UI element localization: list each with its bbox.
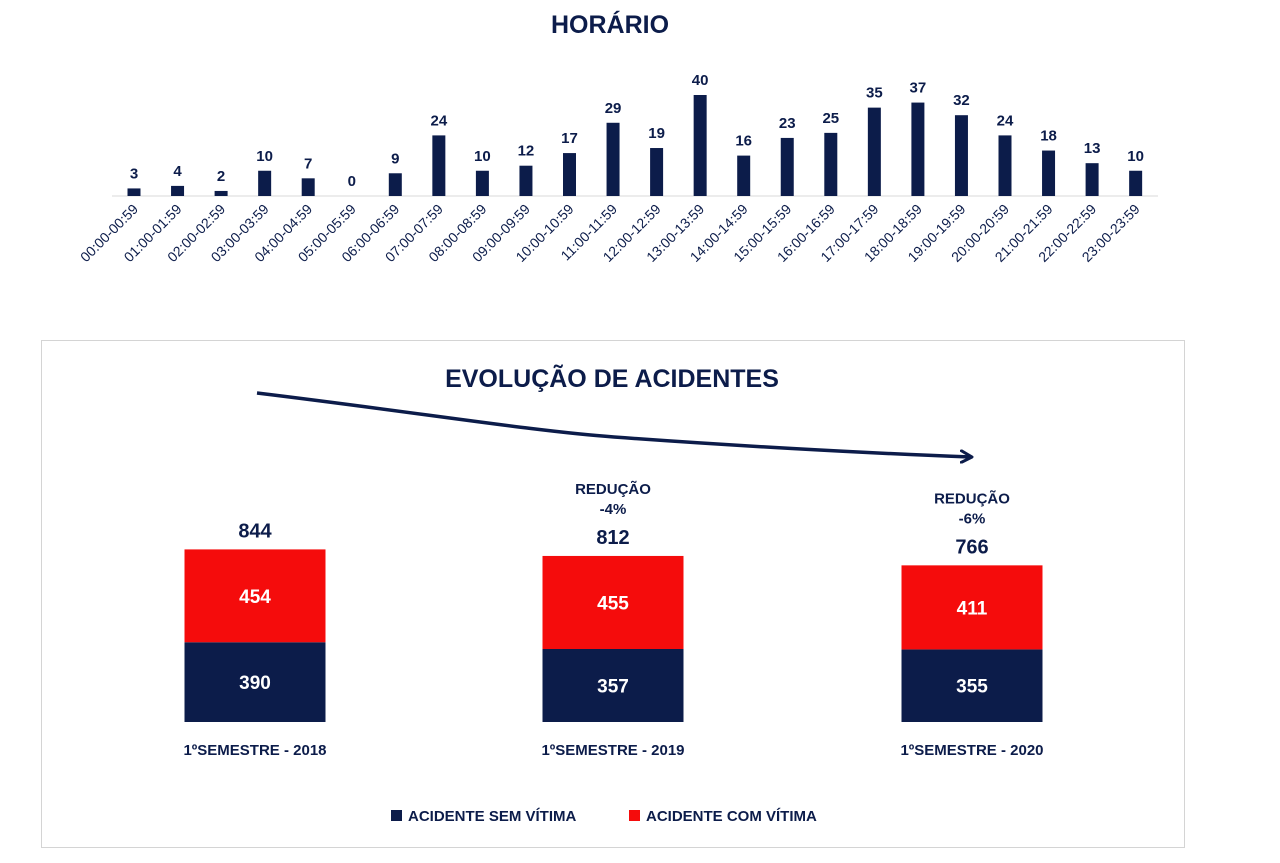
bar: [1129, 170, 1143, 196]
bars-group: 300:00-00:59401:00-01:59202:00-02:591003…: [77, 72, 1144, 265]
data-label: 23: [779, 115, 796, 132]
data-label: 13: [1084, 140, 1101, 157]
total-label: 812: [596, 527, 629, 549]
segment-label: 454: [239, 587, 271, 608]
category-label: 1ºSEMESTRE - 2019: [541, 742, 684, 759]
bar: [737, 155, 751, 196]
bar-segment: [901, 649, 1043, 722]
trend-arrow: [256, 391, 971, 457]
segment-label: 357: [597, 676, 629, 697]
data-label: 10: [474, 148, 491, 165]
segment-label: 355: [956, 677, 988, 698]
annotation-label: -4%: [600, 501, 627, 518]
evolution-panel: EVOLUÇÃO DE ACIDENTES 390 454 844 1ºSEMESTR…: [41, 340, 1185, 848]
bar: [127, 188, 141, 196]
data-label: 24: [997, 112, 1014, 129]
data-label: 4: [173, 163, 182, 180]
data-label: 24: [431, 112, 448, 129]
data-label: 7: [304, 155, 312, 172]
bar-segment: [542, 648, 684, 722]
chart-title: HORÁRIO: [551, 10, 669, 39]
data-label: 40: [692, 72, 709, 89]
bar-segment: [184, 642, 326, 722]
segment-label: 455: [597, 593, 629, 614]
bar: [432, 135, 446, 196]
segment-label: 411: [957, 598, 988, 619]
bar: [258, 170, 272, 196]
legend: ACIDENTE SEM VÍTIMA ACIDENTE COM VÍTIMA: [391, 808, 817, 825]
bar: [954, 115, 968, 196]
bar: [214, 190, 228, 196]
bar: [693, 95, 707, 196]
total-label: 844: [238, 520, 272, 542]
bar: [650, 148, 664, 196]
stacked-bars-group: 390 454 844 1ºSEMESTRE - 2018 357 455 812 1ºSEM…: [183, 480, 1043, 759]
bar: [563, 153, 576, 196]
data-label: 2: [217, 168, 225, 185]
data-label: 25: [822, 110, 839, 127]
data-label: 16: [735, 133, 752, 150]
bar: [388, 173, 402, 196]
category-label: 1ºSEMESTRE - 2020: [900, 742, 1043, 759]
data-label: 10: [256, 148, 273, 165]
bar-segment: [901, 565, 1043, 650]
evolution-stacked-bar-chart: EVOLUÇÃO DE ACIDENTES 390 454 844 1ºSEMESTR…: [183, 363, 1043, 825]
hourly-bar-chart: HORÁRIO 300:00-00:59401:00-01:59202:00-0…: [77, 10, 1158, 265]
annotation-label: -6%: [959, 510, 986, 527]
data-label: 29: [605, 100, 622, 117]
bar: [911, 102, 925, 196]
legend-label: ACIDENTE COM VÍTIMA: [646, 808, 817, 825]
bar: [780, 137, 794, 196]
bar: [171, 185, 185, 196]
bar: [867, 107, 881, 196]
bar: [824, 132, 838, 196]
annotation-label: REDUÇÃO: [575, 480, 651, 498]
data-label: 18: [1040, 128, 1057, 145]
data-label: 35: [866, 85, 883, 102]
legend-swatch: [629, 810, 640, 821]
data-label: 32: [953, 92, 970, 109]
bar: [475, 170, 489, 196]
legend-swatch: [391, 810, 402, 821]
data-label: 37: [910, 80, 927, 97]
total-label: 766: [955, 536, 988, 558]
annotation-label: REDUÇÃO: [934, 489, 1010, 507]
data-label: 19: [648, 125, 665, 142]
bar: [301, 178, 315, 196]
data-label: 9: [391, 150, 399, 167]
data-label: 0: [348, 173, 356, 190]
bar: [1085, 163, 1099, 196]
data-label: 12: [518, 143, 535, 160]
category-label: 1ºSEMESTRE - 2018: [183, 742, 326, 759]
chart-title: EVOLUÇÃO DE ACIDENTES: [445, 363, 779, 393]
data-label: 3: [130, 165, 138, 182]
legend-label: ACIDENTE SEM VÍTIMA: [408, 808, 577, 825]
bar: [1042, 150, 1056, 196]
data-label: 17: [561, 130, 578, 147]
bar-segment: [184, 549, 326, 643]
bar: [998, 135, 1012, 196]
bar: [606, 122, 620, 196]
bar: [519, 165, 533, 196]
segment-label: 390: [239, 673, 271, 694]
bar-segment: [542, 555, 684, 649]
data-label: 10: [1127, 148, 1144, 165]
